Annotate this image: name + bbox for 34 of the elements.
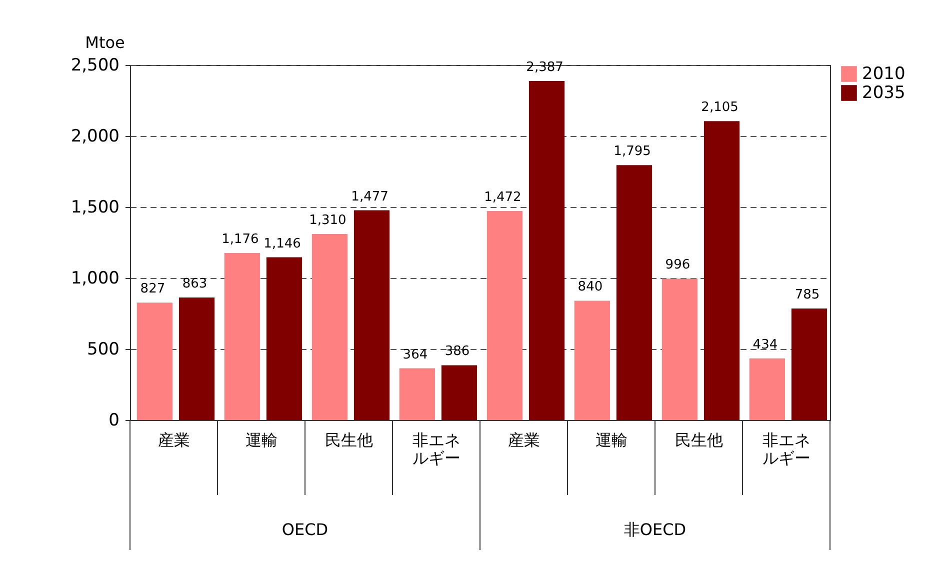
y-tick-label: 500 — [87, 340, 120, 360]
y-tick-label: 0 — [108, 410, 120, 430]
data-label: 434 — [752, 337, 778, 352]
text: 非OECD — [624, 520, 686, 539]
y-tick-label: 1,500 — [70, 198, 120, 218]
data-label: 1,795 — [614, 144, 651, 160]
data-label: 1,310 — [309, 212, 346, 228]
data-label: 386 — [444, 344, 470, 360]
x-tick-label: 運輸 — [245, 430, 278, 450]
x-tick-label: 民生他 — [674, 430, 723, 450]
y-tick-label: 1,000 — [70, 268, 120, 288]
data-label: 1,176 — [222, 232, 259, 248]
x-tick-label: 運輸 — [595, 430, 628, 450]
data-label: 1,477 — [351, 189, 388, 204]
data-label: 2,105 — [701, 100, 738, 116]
x-tick-label: 非エネルギー — [412, 430, 460, 468]
legend-label: 2010 — [862, 64, 906, 84]
legend-label: 2035 — [862, 83, 906, 103]
data-label: 840 — [578, 280, 603, 295]
text: OECD — [282, 520, 328, 539]
data-label: 364 — [402, 347, 428, 362]
data-label: 996 — [665, 258, 690, 273]
y-tick-label: 2,000 — [70, 126, 120, 146]
data-label: 785 — [794, 288, 820, 303]
x-tick-label: 民生他 — [324, 430, 373, 450]
data-label: 827 — [140, 282, 166, 297]
y-axis-title: Mtoe — [85, 33, 125, 52]
y-tick-label: 2,500 — [70, 56, 120, 76]
data-label: 863 — [182, 276, 208, 292]
x-tick-label: 産業 — [508, 430, 540, 450]
x-tick-label: 非エネルギー — [762, 430, 810, 468]
data-label: 1,472 — [484, 190, 522, 205]
data-label: 1,146 — [264, 236, 301, 252]
x-tick-label: 産業 — [158, 430, 190, 450]
